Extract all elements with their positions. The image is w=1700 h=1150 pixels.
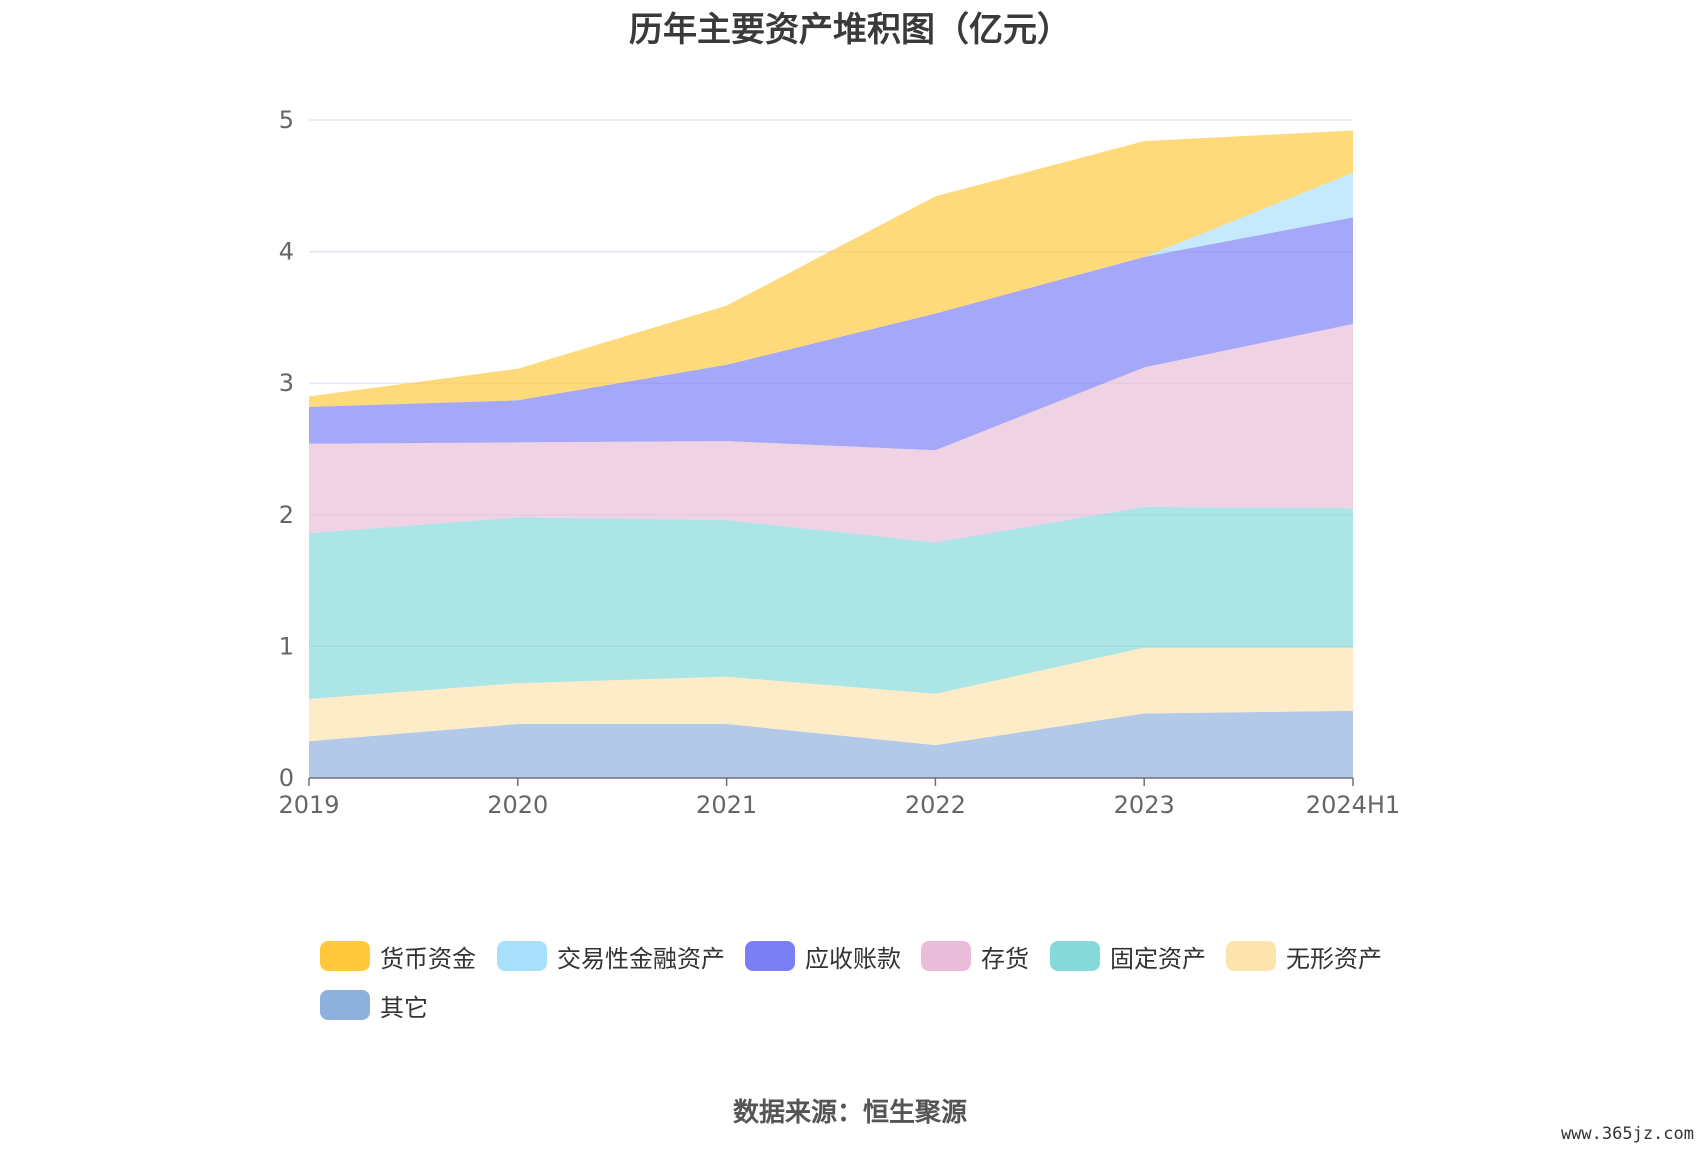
legend-item[interactable]: 无形资产 — [1226, 940, 1382, 973]
area-series-货币资金 — [309, 130, 1353, 407]
legend-item[interactable]: 存货 — [921, 940, 1029, 973]
x-tick-label: 2019 — [278, 791, 339, 819]
legend-label: 货币资金 — [380, 944, 476, 973]
area-series-应收账款 — [309, 217, 1353, 451]
area-series-无形资产 — [309, 647, 1353, 746]
legend-label: 其它 — [380, 993, 428, 1022]
legend-item[interactable]: 货币资金 — [320, 940, 476, 973]
y-tick-label: 2 — [279, 501, 294, 529]
legend-item[interactable]: 应收账款 — [745, 940, 901, 973]
x-tick-label: 2022 — [905, 791, 966, 819]
legend-swatch — [497, 941, 547, 971]
legend-swatch — [745, 941, 795, 971]
legend-item[interactable]: 固定资产 — [1050, 940, 1206, 973]
y-tick-label: 0 — [279, 764, 294, 792]
x-tick-label: 2024H1 — [1306, 791, 1400, 819]
legend-item[interactable]: 交易性金融资产 — [497, 940, 725, 973]
area-series-其它 — [309, 710, 1353, 778]
legend-swatch — [320, 990, 370, 1020]
legend-label: 无形资产 — [1286, 944, 1382, 973]
y-tick-label: 4 — [279, 238, 294, 266]
area-series-存货 — [309, 324, 1353, 543]
legend-swatch — [1226, 941, 1276, 971]
y-tick-label: 1 — [279, 632, 294, 660]
legend-label: 存货 — [981, 944, 1029, 973]
legend-item[interactable]: 其它 — [320, 989, 428, 1022]
y-tick-label: 3 — [279, 369, 294, 397]
axes: 0 1 2 3 4 5 2019 2020 2021 2022 2023 2024H1 — [278, 106, 1400, 819]
source-note: 数据来源：恒生聚源 — [732, 1098, 967, 1128]
legend-label: 固定资产 — [1110, 944, 1206, 973]
area-series-固定资产 — [309, 506, 1353, 699]
y-tick-label: 5 — [279, 106, 294, 134]
legend-swatch — [921, 941, 971, 971]
x-tick-label: 2023 — [1114, 791, 1175, 819]
chart-title: 历年主要资产堆积图（亿元） — [629, 10, 1071, 50]
area-layer — [309, 130, 1353, 778]
legend-label: 交易性金融资产 — [557, 944, 725, 973]
legend-label: 应收账款 — [805, 944, 901, 973]
x-tick-label: 2021 — [696, 791, 757, 819]
legend-swatch — [320, 941, 370, 971]
x-tick-label: 2020 — [487, 791, 548, 819]
watermark: www.365jz.com — [1560, 1124, 1694, 1144]
legend-swatch — [1050, 941, 1100, 971]
